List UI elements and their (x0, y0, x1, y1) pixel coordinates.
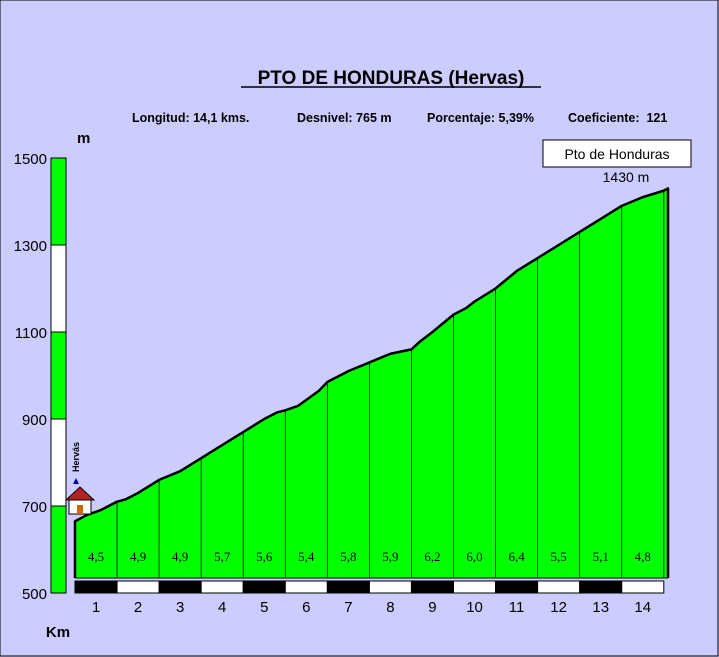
segment-gradient-label: 4,5 (88, 549, 104, 564)
x-tick-label: 5 (260, 599, 268, 616)
segment-gradient-label: 6,4 (508, 549, 525, 564)
segment-gradient-label: 5,6 (256, 549, 273, 564)
x-tick-label: 1 (92, 599, 100, 616)
x-tick-label: 7 (344, 599, 352, 616)
scale-band (50, 244, 67, 333)
segment-gradient-label: 6,0 (466, 549, 482, 564)
stat-porcentaje: Porcentaje: 5,39% (427, 111, 534, 125)
y-tick-label: 1300 (14, 238, 47, 255)
scale-band (50, 331, 67, 420)
x-tick-label: 3 (176, 599, 184, 616)
segment-gradient-label: 5,7 (214, 549, 231, 564)
km-scale-band (579, 580, 623, 594)
y-tick-label: 1500 (14, 151, 47, 168)
km-scale-band (158, 580, 202, 594)
altitude-scale-bar (50, 157, 67, 594)
x-tick-label: 14 (634, 599, 651, 616)
x-tick-label: 8 (386, 599, 394, 616)
km-scale-band (326, 580, 370, 594)
start-house-icon (64, 486, 96, 515)
profile-outline (73, 187, 670, 578)
segment-gradient-label: 4,9 (172, 549, 188, 564)
x-tick-label: 2 (134, 599, 142, 616)
y-tick-label: 900 (22, 412, 47, 429)
km-scale-band (116, 580, 160, 594)
km-scale-band (242, 580, 286, 594)
km-scale-band (284, 580, 328, 594)
km-scale-band (368, 580, 412, 594)
km-scale-band (495, 580, 539, 594)
km-scale-band (410, 580, 455, 594)
x-unit-label: Km (46, 624, 70, 641)
start-label: Hervás (71, 442, 81, 472)
y-tick-label: 700 (22, 499, 47, 516)
scale-band (50, 157, 67, 246)
segment-gradient-label: 5,4 (298, 549, 315, 564)
segment-gradient-label: 5,1 (593, 549, 609, 564)
stat-coeficiente: Coeficiente: 121 (568, 111, 667, 125)
x-tick-label: 4 (218, 599, 226, 616)
y-unit-label: m (77, 130, 90, 147)
stat-longitud: Longitud: 14,1 kms. (132, 111, 249, 125)
scale-band (50, 418, 67, 507)
chart-title: PTO DE HONDURAS (Hervas) (258, 68, 525, 89)
summit-name: Pto de Honduras (564, 146, 669, 162)
km-scale-bar (74, 580, 665, 594)
segment-gradient-label: 4,9 (130, 549, 146, 564)
km-scale-band (621, 580, 665, 594)
segment-gradient-label: 6,2 (424, 549, 440, 564)
km-scale-band (200, 580, 244, 594)
km-scale-band (537, 580, 581, 594)
x-tick-label: 13 (592, 599, 609, 616)
x-tick-label: 11 (509, 599, 525, 616)
profile-area (73, 187, 670, 579)
summit-box (542, 139, 692, 168)
stat-desnivel: Desnivel: 765 m (297, 111, 392, 125)
profile-fill (75, 188, 668, 578)
segment-gradient-label: 4,8 (635, 549, 651, 564)
km-scale-band (74, 580, 118, 594)
km-scale-band (453, 580, 497, 594)
x-tick-label: 10 (466, 599, 483, 616)
x-tick-label: 12 (550, 599, 567, 616)
segment-gradient-label: 5,8 (340, 549, 356, 564)
x-tick-labels: 1 2 3 4 5 6 7 8 9 10 11 12 13 14 (92, 599, 651, 616)
x-tick-label: 9 (428, 599, 436, 616)
scale-band (50, 505, 67, 594)
start-marker-icon (73, 478, 79, 484)
x-tick-label: 6 (302, 599, 310, 616)
y-tick-label: 500 (22, 586, 47, 603)
segment-gradient-label: 5,5 (551, 549, 567, 564)
y-tick-label: 1100 (15, 325, 47, 342)
segment-gradient-labels: 4,5 4,9 4,9 5,7 5,6 5,4 5,8 5,9 6,2 6,0 6,4 5,5 5,1 4… (88, 549, 651, 564)
segment-gradient-label: 5,9 (382, 549, 398, 564)
y-tick-labels: 1500 1300 1100 900 700 500 (14, 151, 47, 603)
summit-altitude: 1430 m (603, 169, 650, 185)
